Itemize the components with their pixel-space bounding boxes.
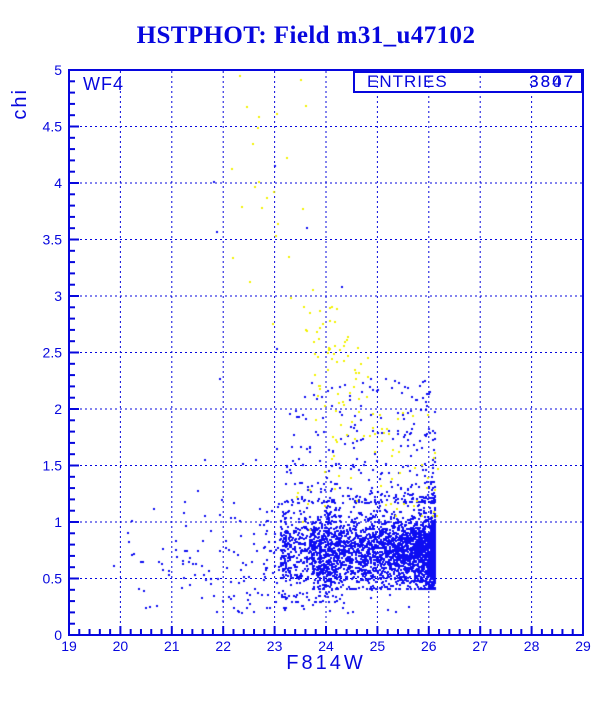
y-tick-label: 5	[54, 62, 62, 78]
y-tick-label: 2	[54, 401, 62, 417]
x-tick-label: 25	[370, 638, 386, 654]
y-tick-label: 3	[54, 288, 62, 304]
y-tick-label: 3.5	[43, 232, 63, 248]
x-tick-label: 29	[575, 638, 591, 654]
entries-value-primary: 3807	[529, 72, 575, 91]
x-tick-label: 22	[215, 638, 231, 654]
y-tick-label: 4.5	[43, 119, 63, 135]
y-tick-label: 0.5	[43, 571, 63, 587]
x-tick-label: 20	[113, 638, 129, 654]
x-tick-label: 28	[524, 638, 540, 654]
y-tick-label: 1	[54, 514, 62, 530]
page-title: HSTPHOT: Field m31_u47102	[136, 22, 476, 49]
scatter-points-canvas	[69, 70, 583, 635]
camera-chip-label: WF4	[83, 74, 124, 94]
x-axis-label: F814W	[286, 652, 366, 674]
entries-label: ENTRIES	[367, 72, 448, 91]
x-tick-label: 26	[421, 638, 437, 654]
x-tick-label: 19	[61, 638, 77, 654]
x-tick-label: 24	[318, 638, 334, 654]
y-axis-label: chi	[8, 88, 31, 120]
x-tick-label: 21	[164, 638, 180, 654]
y-axis-label-wrap: chi	[8, 66, 32, 142]
x-tick-label: 23	[267, 638, 283, 654]
entries-value-secondary: 3847	[529, 72, 575, 91]
y-tick-label: 1.5	[43, 458, 63, 474]
y-tick-label: 4	[54, 175, 62, 191]
entries-stats-box: ENTRIES 3807 3847	[353, 71, 583, 93]
y-tick-label: 2.5	[43, 345, 63, 361]
x-tick-label: 27	[472, 638, 488, 654]
y-tick-label: 0	[54, 627, 62, 643]
